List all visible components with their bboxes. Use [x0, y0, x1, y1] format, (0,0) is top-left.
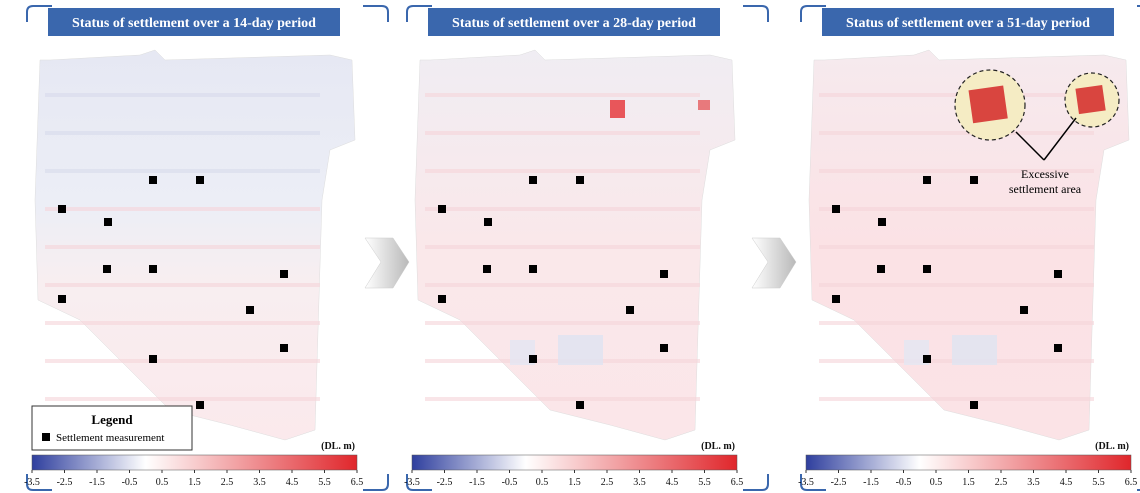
colorbar-tick-label: -2.5 — [437, 477, 453, 488]
measurement-marker — [1054, 344, 1062, 352]
panel-title: Status of settlement over a 51-day perio… — [846, 16, 1090, 31]
colorbar-tick-label: 2.5 — [995, 477, 1008, 488]
colorbar-tick-label: -0.5 — [896, 477, 912, 488]
colorbar-tick-label: 1.5 — [568, 477, 581, 488]
measurement-marker — [832, 295, 840, 303]
panel: Status of settlement over a 51-day perio… — [798, 6, 1140, 490]
measurement-marker — [529, 265, 537, 273]
colorbar-tick-label: 1.5 — [188, 477, 201, 488]
annotation: Excessive — [1021, 167, 1069, 181]
colorbar-tick-label: 4.5 — [666, 477, 679, 488]
colorbar-tick-label: 6.5 — [731, 477, 744, 488]
excess-patch — [1075, 85, 1105, 114]
panel: Status of settlement over a 28-day perio… — [404, 6, 768, 490]
colorbar — [32, 455, 357, 470]
legend-marker — [42, 433, 50, 441]
colorbar-tick-label: -0.5 — [502, 477, 518, 488]
colorbar-tick-label: -1.5 — [469, 477, 485, 488]
noise-patch — [952, 335, 997, 365]
measurement-marker — [438, 295, 446, 303]
legend-title: Legend — [91, 412, 133, 427]
colorbar-tick-label: 3.5 — [1027, 477, 1040, 488]
colorbar-tick-label: 0.5 — [536, 477, 549, 488]
hot-spot — [610, 100, 625, 118]
measurement-marker — [149, 176, 157, 184]
measurement-marker — [923, 355, 931, 363]
panel: Status of settlement over a 14-day perio… — [24, 6, 388, 490]
flow-arrow — [752, 238, 796, 288]
colorbar — [412, 455, 737, 470]
colorbar-tick-label: 1.5 — [962, 477, 975, 488]
colorbar-tick-label: -1.5 — [89, 477, 105, 488]
measurement-marker — [660, 270, 668, 278]
colorbar-tick-label: -3.5 — [404, 477, 420, 488]
measurement-marker — [484, 218, 492, 226]
measurement-marker — [832, 205, 840, 213]
colorbar-unit: (DL. m) — [701, 441, 735, 452]
colorbar-tick-label: -3.5 — [24, 477, 40, 488]
measurement-marker — [529, 176, 537, 184]
colorbar-tick-label: 2.5 — [601, 477, 614, 488]
panel-title: Status of settlement over a 14-day perio… — [72, 16, 316, 31]
colorbar-tick-label: 5.5 — [1092, 477, 1105, 488]
colorbar-tick-label: 6.5 — [351, 477, 364, 488]
colorbar-tick-label: 0.5 — [156, 477, 169, 488]
measurement-marker — [58, 205, 66, 213]
colorbar-tick-label: -2.5 — [831, 477, 847, 488]
colorbar-tick-label: -2.5 — [57, 477, 73, 488]
measurement-marker — [103, 265, 111, 273]
measurement-marker — [280, 270, 288, 278]
figure: Status of settlement over a 14-day perio… — [0, 0, 1140, 493]
measurement-marker — [576, 401, 584, 409]
measurement-marker — [196, 176, 204, 184]
colorbar-unit: (DL. m) — [1095, 441, 1129, 452]
measurement-marker — [626, 306, 634, 314]
annotation: settlement area — [1009, 182, 1082, 196]
colorbar-tick-label: -3.5 — [798, 477, 814, 488]
excess-patch — [969, 85, 1008, 123]
measurement-marker — [970, 401, 978, 409]
measurement-marker — [878, 218, 886, 226]
measurement-marker — [660, 344, 668, 352]
hot-spot — [698, 100, 710, 110]
measurement-marker — [149, 265, 157, 273]
colorbar-tick-label: 2.5 — [221, 477, 234, 488]
colorbar-tick-label: 5.5 — [698, 477, 711, 488]
colorbar-tick-label: 3.5 — [253, 477, 266, 488]
measurement-marker — [970, 176, 978, 184]
measurement-marker — [483, 265, 491, 273]
measurement-marker — [104, 218, 112, 226]
measurement-marker — [438, 205, 446, 213]
measurement-marker — [529, 355, 537, 363]
colorbar-unit: (DL. m) — [321, 441, 355, 452]
flow-arrow — [365, 238, 409, 288]
colorbar-tick-label: 5.5 — [318, 477, 331, 488]
colorbar-tick-label: 4.5 — [286, 477, 299, 488]
measurement-marker — [246, 306, 254, 314]
colorbar-tick-label: 0.5 — [930, 477, 943, 488]
noise-patch — [558, 335, 603, 365]
measurement-marker — [280, 344, 288, 352]
measurement-marker — [1020, 306, 1028, 314]
colorbar-tick-label: 4.5 — [1060, 477, 1073, 488]
measurement-marker — [576, 176, 584, 184]
colorbar-tick-label: 3.5 — [633, 477, 646, 488]
measurement-marker — [923, 176, 931, 184]
measurement-marker — [1054, 270, 1062, 278]
measurement-marker — [196, 401, 204, 409]
colorbar-tick-label: -0.5 — [122, 477, 138, 488]
panel-title: Status of settlement over a 28-day perio… — [452, 16, 696, 31]
legend-item: Settlement measurement — [56, 432, 164, 444]
colorbar — [806, 455, 1131, 470]
measurement-marker — [58, 295, 66, 303]
colorbar-tick-label: -1.5 — [863, 477, 879, 488]
colorbar-tick-label: 6.5 — [1125, 477, 1138, 488]
measurement-marker — [877, 265, 885, 273]
measurement-marker — [149, 355, 157, 363]
measurement-marker — [923, 265, 931, 273]
